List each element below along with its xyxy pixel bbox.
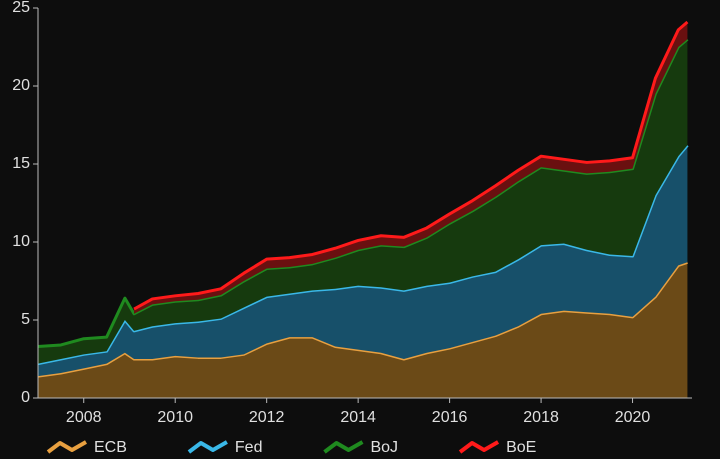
legend-label: BoE <box>506 439 536 456</box>
x-tick-label: 2010 <box>157 409 193 426</box>
x-tick-label: 2008 <box>66 409 102 426</box>
x-tick-label: 2014 <box>340 409 376 426</box>
legend-label: ECB <box>94 439 127 456</box>
legend-icon <box>458 440 500 454</box>
y-tick-label: 20 <box>12 77 30 94</box>
area <box>38 145 688 377</box>
y-tick-label: 0 <box>21 389 30 406</box>
y-tick-label: 5 <box>21 311 30 328</box>
x-tick-label: 2018 <box>523 409 559 426</box>
area <box>134 22 688 314</box>
area <box>38 39 688 364</box>
x-tick-label: 2012 <box>249 409 285 426</box>
legend-icon <box>46 440 87 454</box>
x-tick-label: 2020 <box>615 409 651 426</box>
legend-icon <box>187 440 228 454</box>
legend-label: BoJ <box>370 439 398 456</box>
y-tick-label: 15 <box>12 155 30 172</box>
y-tick-label: 25 <box>12 0 30 16</box>
area-line <box>133 20 689 311</box>
legend-label: Fed <box>235 439 263 456</box>
area <box>38 262 688 398</box>
x-tick-label: 2016 <box>432 409 468 426</box>
legend-icon <box>323 440 364 454</box>
y-tick-label: 10 <box>12 233 30 250</box>
